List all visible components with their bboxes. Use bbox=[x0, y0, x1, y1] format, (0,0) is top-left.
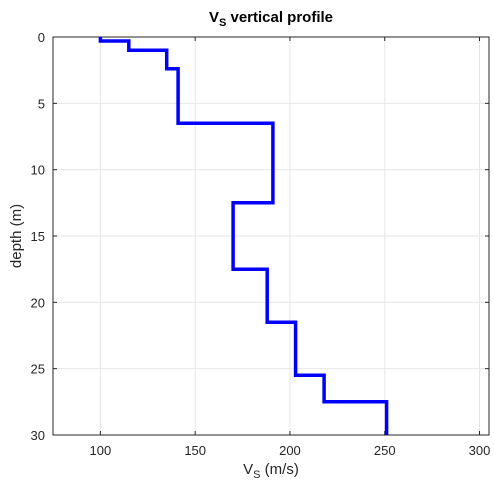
grid bbox=[53, 36, 489, 436]
x-tick-label: 200 bbox=[279, 443, 301, 458]
series-group bbox=[98, 37, 389, 435]
x-axis-label-main: V bbox=[243, 461, 253, 478]
chart-title-rest: vertical profile bbox=[226, 9, 333, 26]
x-tick-label: 250 bbox=[374, 443, 396, 458]
y-tick-label: 10 bbox=[31, 163, 45, 178]
x-axis-label: VS (m/s) bbox=[243, 461, 299, 481]
chart-title-main: V bbox=[209, 9, 219, 26]
y-tick-label: 5 bbox=[38, 96, 45, 111]
y-axis-label: depth (m) bbox=[8, 204, 25, 268]
y-tick-label: 15 bbox=[31, 229, 45, 244]
chart-title-subscript: S bbox=[219, 17, 226, 29]
y-tick-label: 20 bbox=[31, 295, 45, 310]
x-tick-label: 300 bbox=[469, 443, 491, 458]
vs-profile-line bbox=[98, 37, 389, 435]
y-tick-label: 25 bbox=[31, 362, 45, 377]
x-tick-label: 150 bbox=[184, 443, 206, 458]
chart-title: VS vertical profile bbox=[209, 9, 333, 29]
ticks: 100 150 200 250 300 0 5 10 15 20 25 30 bbox=[31, 30, 491, 458]
y-tick-label: 30 bbox=[31, 428, 45, 443]
x-tick-label: 100 bbox=[90, 443, 112, 458]
x-axis-label-rest: (m/s) bbox=[261, 461, 299, 478]
y-tick-label: 0 bbox=[38, 30, 45, 45]
x-axis-label-subscript: S bbox=[253, 469, 260, 481]
